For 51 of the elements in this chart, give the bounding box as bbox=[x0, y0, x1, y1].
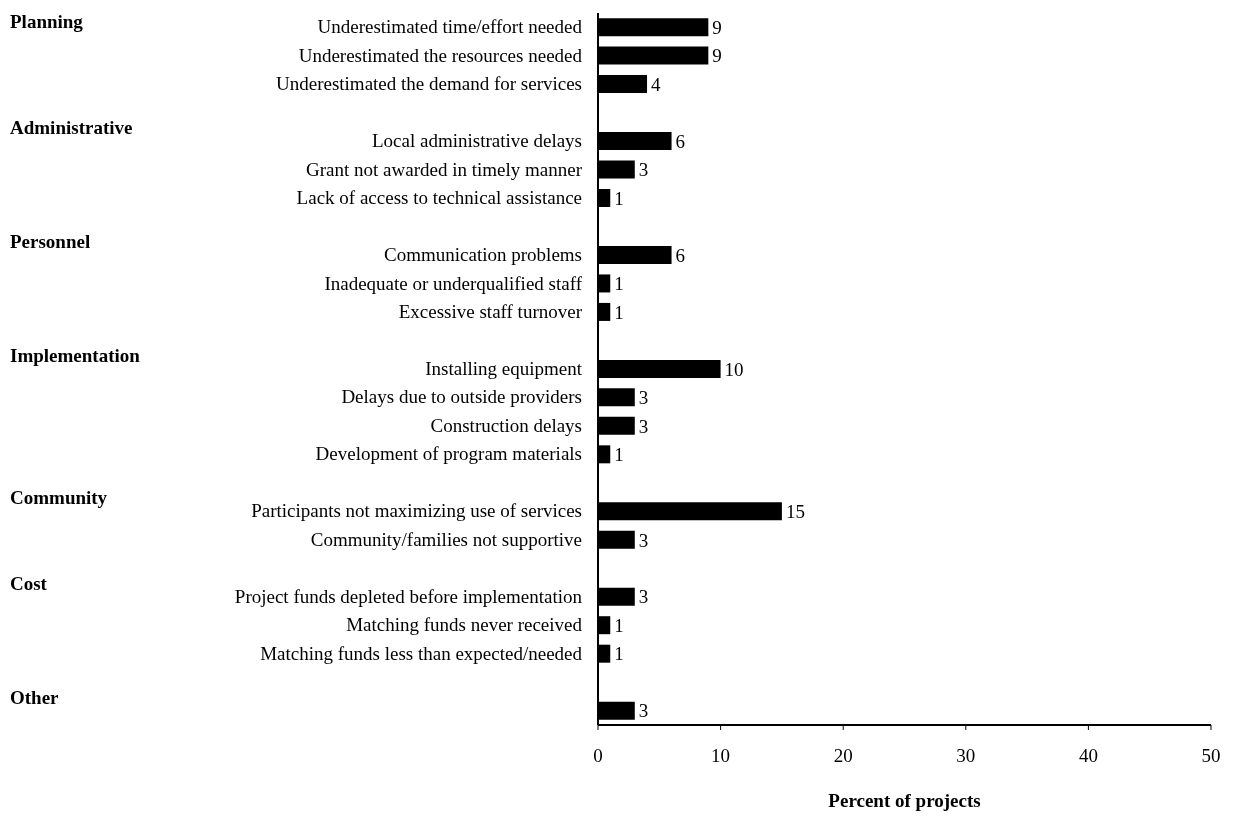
data-label: 3 bbox=[638, 586, 649, 608]
data-label: 1 bbox=[614, 187, 624, 209]
x-tick-label: 10 bbox=[711, 745, 731, 766]
x-tick-label: 50 bbox=[1201, 745, 1221, 766]
x-axis-title: Percent of projects bbox=[828, 790, 981, 811]
data-label: 15 bbox=[785, 501, 805, 523]
data-label: 3 bbox=[638, 387, 649, 409]
y-tick-label: Participants not maximizing use of services bbox=[251, 500, 582, 522]
data-label: 6 bbox=[675, 130, 686, 152]
data-label: 3 bbox=[638, 415, 649, 437]
data-label: 3 bbox=[638, 700, 649, 722]
y-tick-label: Construction delays bbox=[430, 414, 582, 436]
y-tick-label: Lack of access to technical assistance bbox=[296, 187, 582, 209]
text: Other bbox=[10, 686, 59, 709]
data-label: 1 bbox=[614, 643, 624, 665]
y-tick-label: Grant not awarded in timely manner bbox=[306, 158, 583, 180]
data-label: 1 bbox=[614, 614, 624, 636]
text: Personnel bbox=[10, 231, 91, 254]
x-tick-label: 0 bbox=[593, 745, 603, 766]
y-tick-label: Underestimated the demand for services bbox=[276, 73, 582, 95]
text: Cost bbox=[10, 572, 47, 595]
text: Implementation bbox=[10, 345, 140, 368]
y-tick-label: Underestimated time/effort needed bbox=[317, 16, 583, 38]
y-tick-label: Underestimated the resources needed bbox=[298, 44, 583, 66]
y-tick-label: Excessive staff turnover bbox=[398, 301, 583, 323]
text: Community bbox=[10, 487, 108, 510]
data-label: 10 bbox=[724, 358, 744, 380]
data-label: 3 bbox=[638, 529, 649, 551]
data-label: 1 bbox=[614, 273, 624, 295]
data-label: 1 bbox=[614, 301, 624, 323]
data-label: 1 bbox=[614, 444, 624, 466]
y-tick-label: Inadequate or underqualified staff bbox=[324, 272, 583, 294]
data-label: 9 bbox=[712, 45, 722, 67]
data-label: 9 bbox=[712, 16, 722, 38]
x-tick-label: 20 bbox=[833, 745, 853, 766]
y-tick-label: Local administrative delays bbox=[372, 130, 582, 152]
y-tick-label: Matching funds less than expected/needed bbox=[260, 642, 583, 664]
data-label: 4 bbox=[651, 73, 662, 95]
data-label: 6 bbox=[675, 244, 686, 266]
data-label: 3 bbox=[638, 159, 649, 181]
y-tick-label: Communication problems bbox=[384, 244, 582, 266]
y-tick-label: Development of program materials bbox=[315, 443, 582, 465]
y-tick-label: Installing equipment bbox=[425, 358, 583, 379]
x-tick-label: 40 bbox=[1078, 745, 1098, 766]
y-tick-label: Delays due to outside providers bbox=[341, 386, 582, 408]
text: Planning bbox=[10, 10, 83, 33]
y-tick-label: Project funds depleted before implementation bbox=[234, 585, 583, 607]
y-tick-label: Community/families not supportive bbox=[310, 528, 582, 550]
text: Administrative bbox=[10, 117, 133, 140]
y-tick-label: Matching funds never received bbox=[346, 614, 583, 636]
x-tick-label: 30 bbox=[956, 745, 976, 766]
